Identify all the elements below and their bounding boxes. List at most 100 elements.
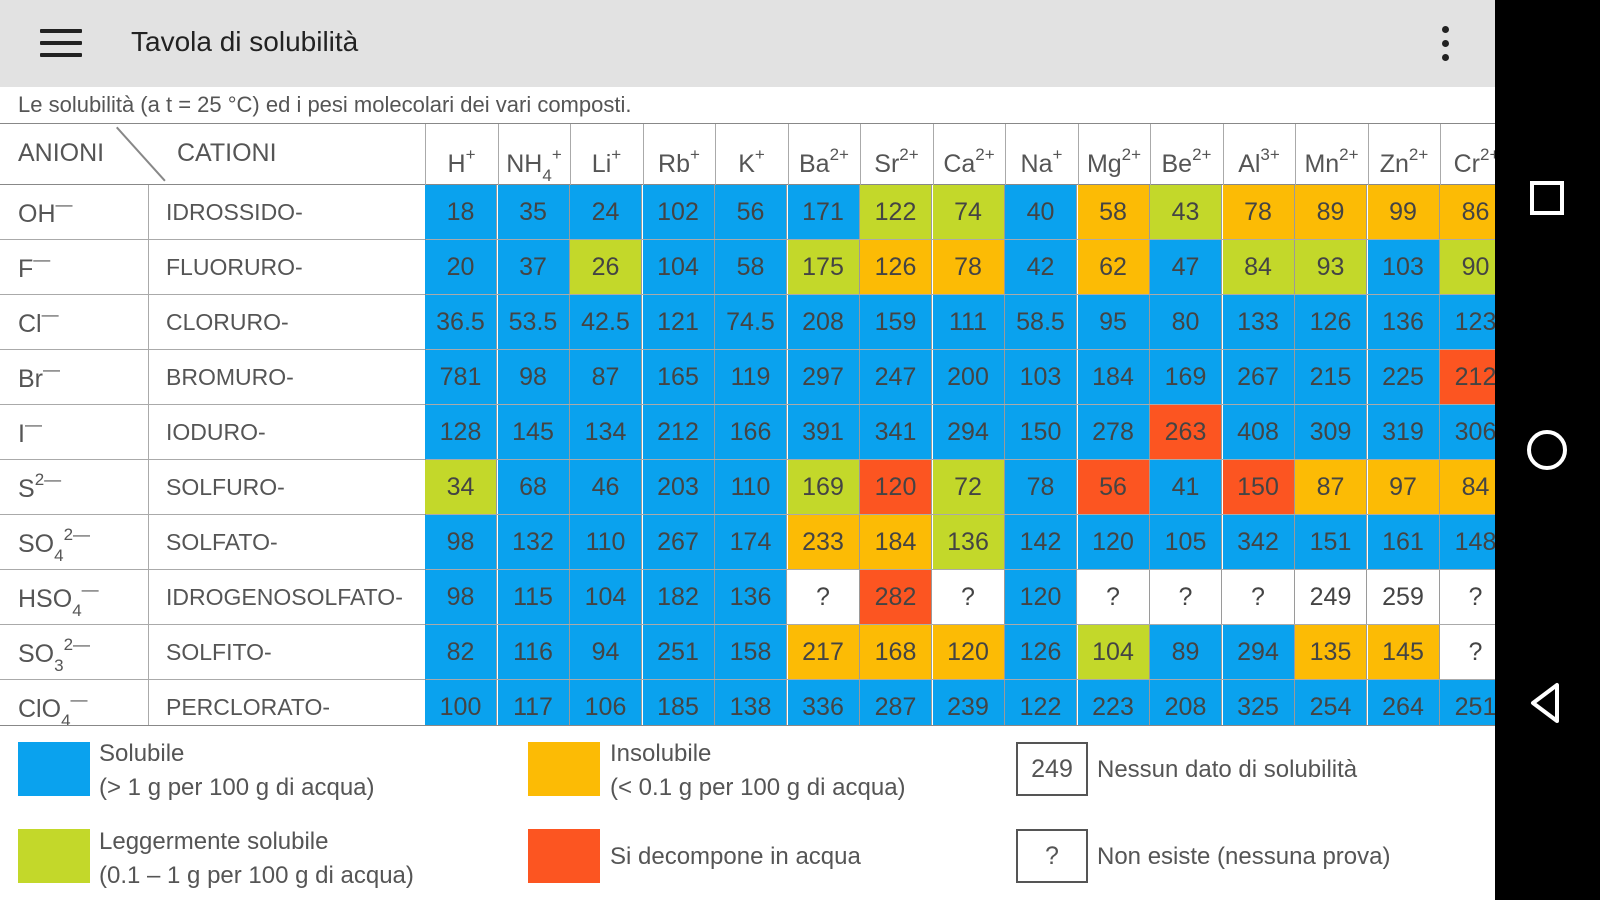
solubility-cell[interactable]: 20 (425, 240, 497, 294)
solubility-cell[interactable]: ? (1440, 570, 1495, 624)
solubility-cell[interactable]: 159 (860, 295, 932, 349)
solubility-cell[interactable]: 80 (1150, 295, 1222, 349)
solubility-cell[interactable]: 142 (1005, 515, 1077, 569)
solubility-cell[interactable]: 95 (1077, 295, 1150, 349)
solubility-cell[interactable]: 287 (860, 680, 932, 725)
solubility-cell[interactable]: 174 (715, 515, 787, 569)
solubility-cell[interactable]: 46 (570, 460, 642, 514)
solubility-cell[interactable]: 264 (1367, 680, 1440, 725)
solubility-cell[interactable]: 126 (1005, 625, 1077, 679)
solubility-cell[interactable]: 98 (425, 515, 497, 569)
solubility-cell[interactable]: ? (932, 570, 1005, 624)
solubility-cell[interactable]: 94 (570, 625, 642, 679)
solubility-cell[interactable]: 47 (1150, 240, 1222, 294)
solubility-cell[interactable]: 158 (715, 625, 787, 679)
solubility-cell[interactable]: 119 (715, 350, 787, 404)
solubility-cell[interactable]: 56 (715, 185, 787, 239)
solubility-cell[interactable]: 74 (932, 185, 1005, 239)
solubility-cell[interactable]: 82 (425, 625, 497, 679)
hamburger-menu-icon[interactable] (40, 27, 84, 59)
solubility-cell[interactable]: 103 (1367, 240, 1440, 294)
table-row[interactable]: HSO4— IDROGENOSOLFATO- 98 115 104 182 136? 282?… (0, 570, 1495, 625)
solubility-cell[interactable]: 233 (787, 515, 860, 569)
solubility-cell[interactable]: 93 (1295, 240, 1367, 294)
solubility-cell[interactable]: 102 (642, 185, 715, 239)
solubility-cell[interactable]: 40 (1005, 185, 1077, 239)
circle-icon[interactable] (1517, 420, 1577, 480)
solubility-cell[interactable]: 325 (1222, 680, 1295, 725)
solubility-cell[interactable]: 62 (1077, 240, 1150, 294)
solubility-cell[interactable]: 123 (1440, 295, 1495, 349)
solubility-cell[interactable]: 104 (642, 240, 715, 294)
solubility-cell[interactable]: 254 (1295, 680, 1367, 725)
solubility-cell[interactable]: 103 (1005, 350, 1077, 404)
solubility-cell[interactable]: 87 (570, 350, 642, 404)
solubility-cell[interactable]: 294 (932, 405, 1005, 459)
solubility-cell[interactable]: 148 (1440, 515, 1495, 569)
solubility-cell[interactable]: 58.5 (1005, 295, 1077, 349)
solubility-cell[interactable]: 98 (425, 570, 497, 624)
solubility-cell[interactable]: 342 (1222, 515, 1295, 569)
solubility-cell[interactable]: 84 (1440, 460, 1495, 514)
solubility-cell[interactable]: 212 (1440, 350, 1495, 404)
solubility-cell[interactable]: 110 (570, 515, 642, 569)
solubility-cell[interactable]: 78 (1222, 185, 1295, 239)
solubility-cell[interactable]: 24 (570, 185, 642, 239)
solubility-cell[interactable]: 306 (1440, 405, 1495, 459)
solubility-cell[interactable]: 184 (860, 515, 932, 569)
solubility-cell[interactable]: 128 (425, 405, 497, 459)
solubility-cell[interactable]: 36.5 (425, 295, 497, 349)
solubility-cell[interactable]: 781 (425, 350, 497, 404)
solubility-cell[interactable]: 282 (860, 570, 932, 624)
solubility-cell[interactable]: 84 (1222, 240, 1295, 294)
solubility-cell[interactable]: 134 (570, 405, 642, 459)
table-row[interactable]: Br— BROMURO- 781 98 87 165 119 297 247 200 103 184 1… (0, 350, 1495, 405)
solubility-cell[interactable]: 115 (497, 570, 570, 624)
solubility-cell[interactable]: 297 (787, 350, 860, 404)
solubility-cell[interactable]: ? (1150, 570, 1222, 624)
solubility-cell[interactable]: 120 (932, 625, 1005, 679)
vertical-dots-icon[interactable] (1430, 24, 1460, 64)
solubility-cell[interactable]: 120 (1005, 570, 1077, 624)
solubility-cell[interactable]: 215 (1295, 350, 1367, 404)
solubility-cell[interactable]: 208 (787, 295, 860, 349)
solubility-cell[interactable]: 34 (425, 460, 497, 514)
solubility-cell[interactable]: 97 (1367, 460, 1440, 514)
solubility-cell[interactable]: 185 (642, 680, 715, 725)
solubility-cell[interactable]: 251 (1440, 680, 1495, 725)
solubility-cell[interactable]: 105 (1150, 515, 1222, 569)
solubility-cell[interactable]: 341 (860, 405, 932, 459)
solubility-cell[interactable]: 145 (497, 405, 570, 459)
solubility-cell[interactable]: 120 (1077, 515, 1150, 569)
solubility-cell[interactable]: 89 (1150, 625, 1222, 679)
solubility-cell[interactable]: 391 (787, 405, 860, 459)
solubility-cell[interactable]: 212 (642, 405, 715, 459)
solubility-cell[interactable]: 100 (425, 680, 497, 725)
solubility-cell[interactable]: 263 (1150, 405, 1222, 459)
solubility-cell[interactable]: 166 (715, 405, 787, 459)
solubility-cell[interactable]: 104 (1077, 625, 1150, 679)
solubility-cell[interactable]: 145 (1367, 625, 1440, 679)
solubility-cell[interactable]: 150 (1222, 460, 1295, 514)
table-row[interactable]: S2— SOLFURO- 34 68 46 203 110 169 120 72 78 56 41 150… (0, 460, 1495, 515)
solubility-cell[interactable]: 133 (1222, 295, 1295, 349)
solubility-cell[interactable]: 117 (497, 680, 570, 725)
solubility-cell[interactable]: 87 (1295, 460, 1367, 514)
solubility-cell[interactable]: 89 (1295, 185, 1367, 239)
solubility-cell[interactable]: 132 (497, 515, 570, 569)
solubility-cell[interactable]: 86 (1440, 185, 1495, 239)
solubility-cell[interactable]: 165 (642, 350, 715, 404)
table-row[interactable]: SO3 2— SOLFITO- 82 116 94 251 158 217 168 120 126 10… (0, 625, 1495, 680)
solubility-cell[interactable]: 259 (1367, 570, 1440, 624)
solubility-cell[interactable]: 247 (860, 350, 932, 404)
solubility-cell[interactable]: 267 (1222, 350, 1295, 404)
solubility-cell[interactable]: 161 (1367, 515, 1440, 569)
solubility-cell[interactable]: 106 (570, 680, 642, 725)
solubility-cell[interactable]: 98 (497, 350, 570, 404)
solubility-cell[interactable]: 169 (1150, 350, 1222, 404)
solubility-cell[interactable]: 182 (642, 570, 715, 624)
solubility-cell[interactable]: ? (787, 570, 860, 624)
solubility-cell[interactable]: 78 (932, 240, 1005, 294)
table-row[interactable]: Cl— CLORURO- 36.5 53.5 42.5 121 74.5 208 159 111 5… (0, 295, 1495, 350)
solubility-cell[interactable]: 278 (1077, 405, 1150, 459)
